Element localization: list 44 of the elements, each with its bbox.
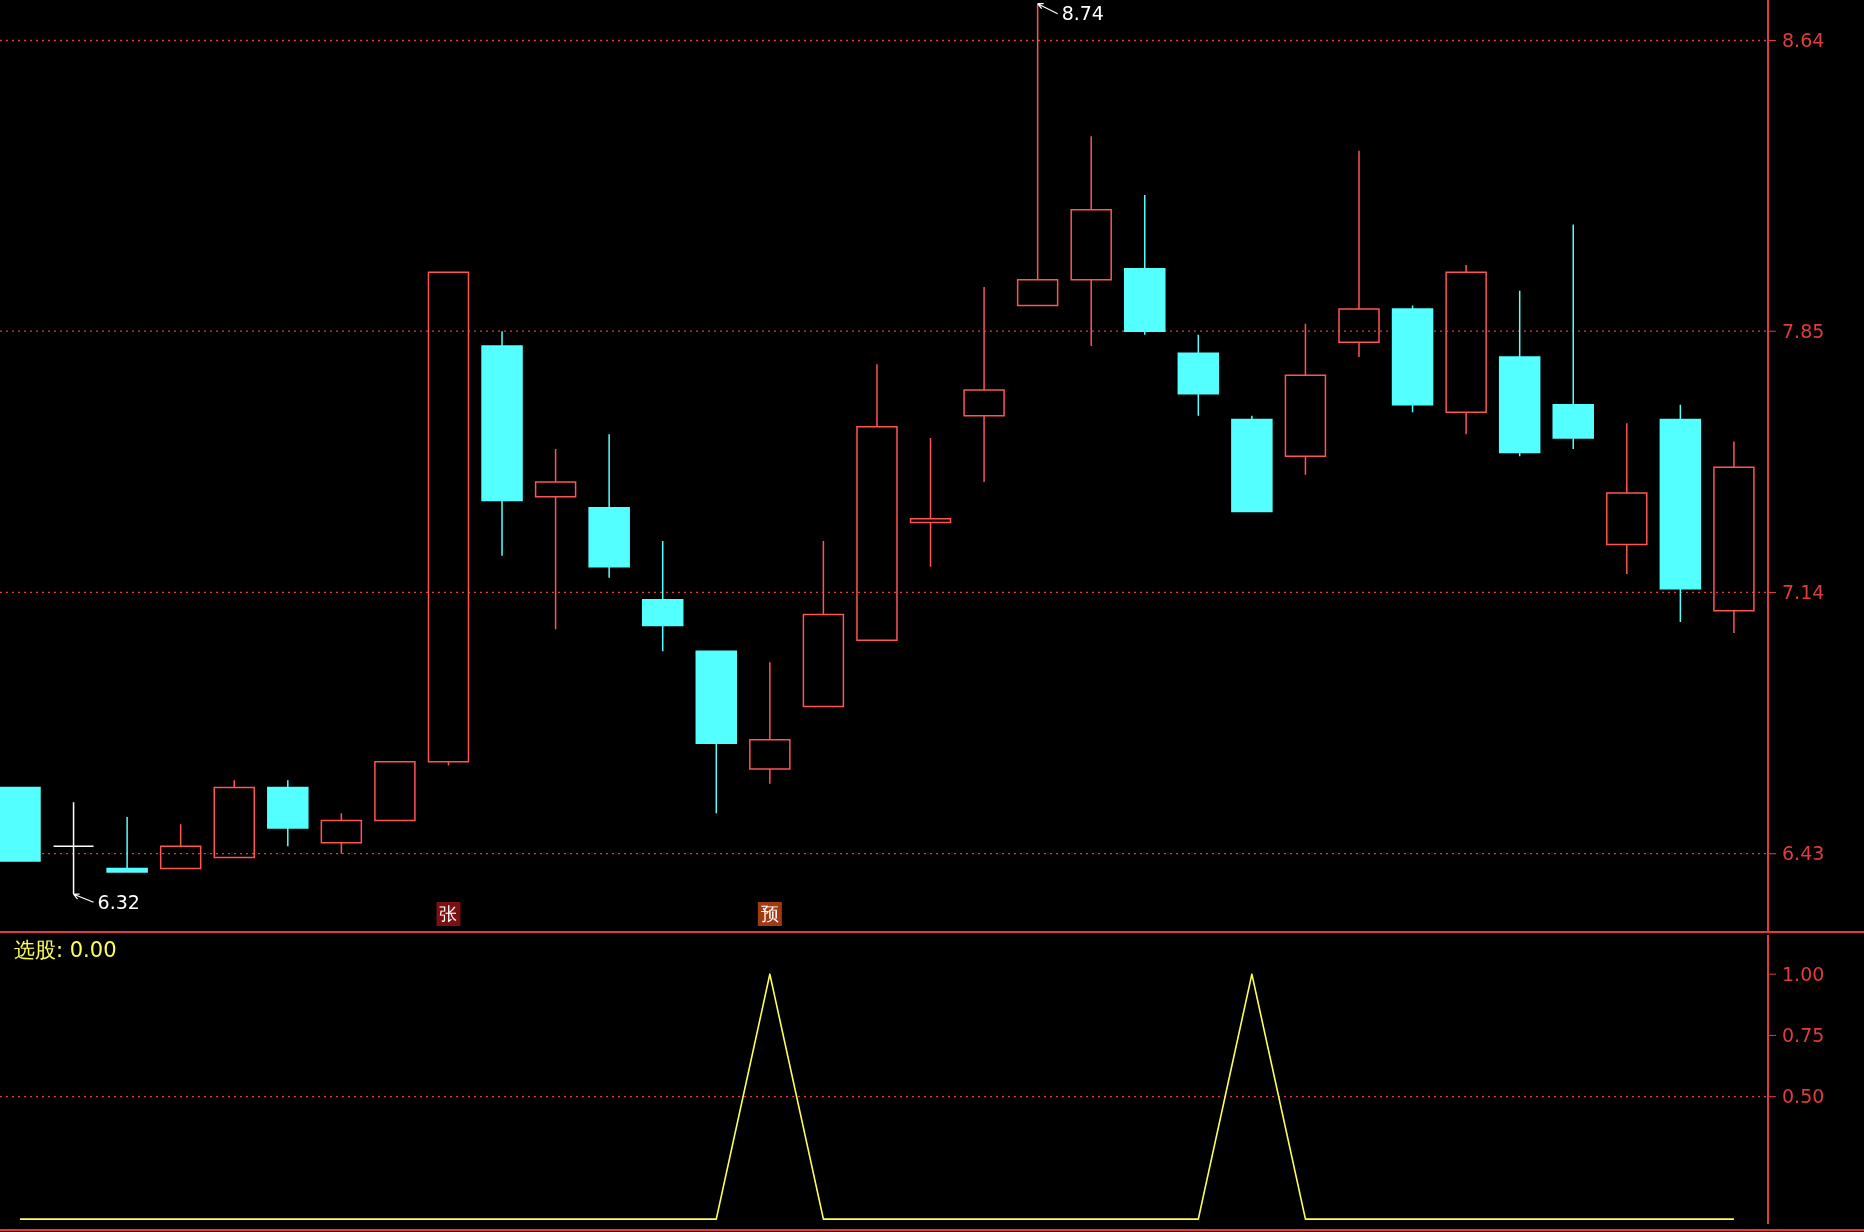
- candlestick: [802, 540, 845, 708]
- candlestick: [267, 779, 309, 848]
- candlestick: [1552, 223, 1594, 450]
- chart-title: 选股: 0.00: [14, 938, 117, 962]
- candlestick: [159, 823, 202, 870]
- candlestick: [106, 816, 148, 873]
- candlestick: [1016, 2, 1059, 307]
- candlestick: [1445, 264, 1487, 435]
- candlestick: [1606, 422, 1648, 575]
- annotation: 张: [439, 903, 458, 925]
- candlestick: [641, 540, 684, 653]
- candlestick: [1391, 304, 1434, 413]
- candlestick: [1124, 194, 1166, 336]
- candlestick: [1231, 415, 1273, 513]
- y-tick-label: 1.00: [1782, 962, 1825, 985]
- y-tick-label: 7.85: [1782, 319, 1825, 342]
- y-tick-label: 0.75: [1782, 1024, 1825, 1047]
- candlestick: [1498, 289, 1541, 458]
- candlestick: [1659, 404, 1702, 623]
- candlestick: [695, 650, 738, 814]
- candlestick: [213, 779, 255, 859]
- annotation: 6.32: [97, 890, 140, 913]
- candlestick: [427, 271, 470, 767]
- candlestick: [909, 437, 952, 568]
- annotation: 预: [760, 903, 779, 925]
- candlestick: [320, 812, 363, 855]
- y-tick-label: 6.43: [1782, 842, 1825, 865]
- candlestick: [588, 433, 630, 579]
- candlestick: [749, 661, 791, 785]
- annotation: 8.74: [1061, 2, 1104, 25]
- candlestick: [534, 448, 577, 630]
- y-tick-label: 8.64: [1782, 29, 1825, 52]
- candlestick: [1284, 323, 1327, 476]
- candlestick: [1713, 440, 1755, 634]
- y-tick-label: 7.14: [1782, 581, 1825, 604]
- y-tick-label: 0.50: [1782, 1085, 1825, 1108]
- candlestick: [481, 330, 523, 557]
- candlestick: [1177, 334, 1220, 417]
- candlestick: [963, 286, 1005, 483]
- candlestick: [1070, 135, 1112, 347]
- candlestick: [0, 786, 41, 862]
- candlestick: [856, 363, 898, 642]
- candlestick: [52, 801, 95, 895]
- candlestick: [374, 760, 416, 822]
